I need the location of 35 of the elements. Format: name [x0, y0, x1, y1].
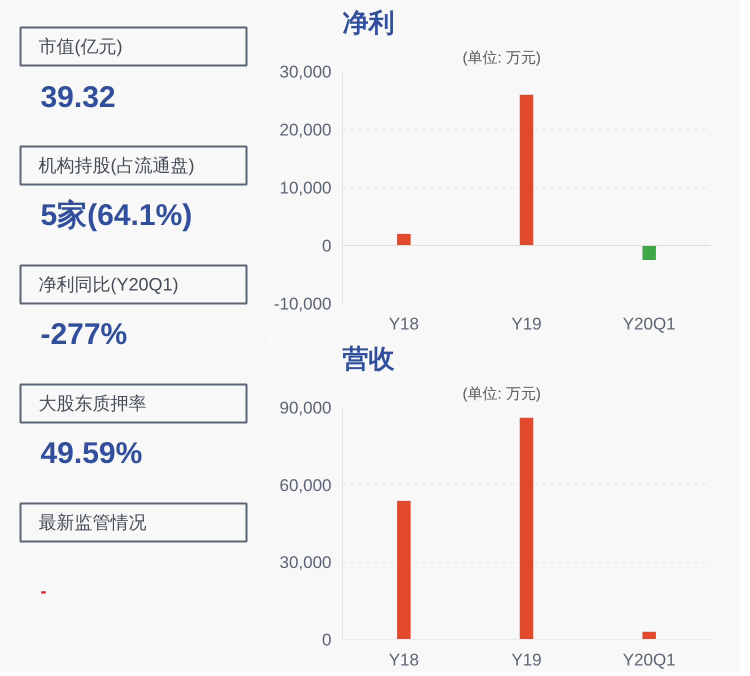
chart-subtitle: (单位: 万元)	[462, 50, 541, 66]
text: 市值(亿元)	[38, 36, 122, 56]
y-tick-label: 90,000	[280, 398, 332, 418]
y-tick-label: 60,000	[280, 476, 332, 495]
text: 大股东质押率	[38, 394, 146, 414]
bar	[397, 500, 411, 640]
bar	[520, 94, 534, 246]
chart-title: 净利	[342, 8, 394, 38]
bar	[397, 234, 411, 246]
y-tick-label: 0	[322, 236, 332, 256]
text: 39.32	[40, 81, 116, 114]
text: 净利同比(Y20Q1)	[38, 274, 179, 294]
y-tick-label: 20,000	[280, 120, 332, 140]
text: 最新监管情况	[38, 512, 146, 532]
text: 5家(64.1%)	[40, 198, 192, 232]
x-tick-label: Y19	[511, 650, 542, 670]
bar	[520, 418, 534, 640]
bar	[642, 632, 656, 640]
text: 49.59%	[40, 437, 142, 470]
x-tick-label: Y19	[511, 314, 542, 334]
y-tick-label: 30,000	[280, 62, 332, 82]
x-tick-label: Y18	[388, 314, 419, 334]
chart-title: 营收	[342, 344, 396, 374]
x-tick-label: Y18	[388, 650, 419, 670]
text: -277%	[40, 318, 128, 351]
y-tick-label: -10,000	[274, 294, 332, 314]
bar	[642, 246, 656, 260]
text: -	[40, 581, 46, 601]
x-tick-label: Y20Q1	[622, 650, 676, 670]
x-tick-label: Y20Q1	[622, 314, 676, 334]
y-tick-label: 30,000	[280, 553, 332, 572]
chart-subtitle: (单位: 万元)	[462, 386, 541, 402]
y-tick-label: 0	[322, 630, 332, 650]
y-tick-label: 10,000	[280, 178, 332, 198]
text: 机构持股(占流通盘)	[38, 156, 194, 176]
